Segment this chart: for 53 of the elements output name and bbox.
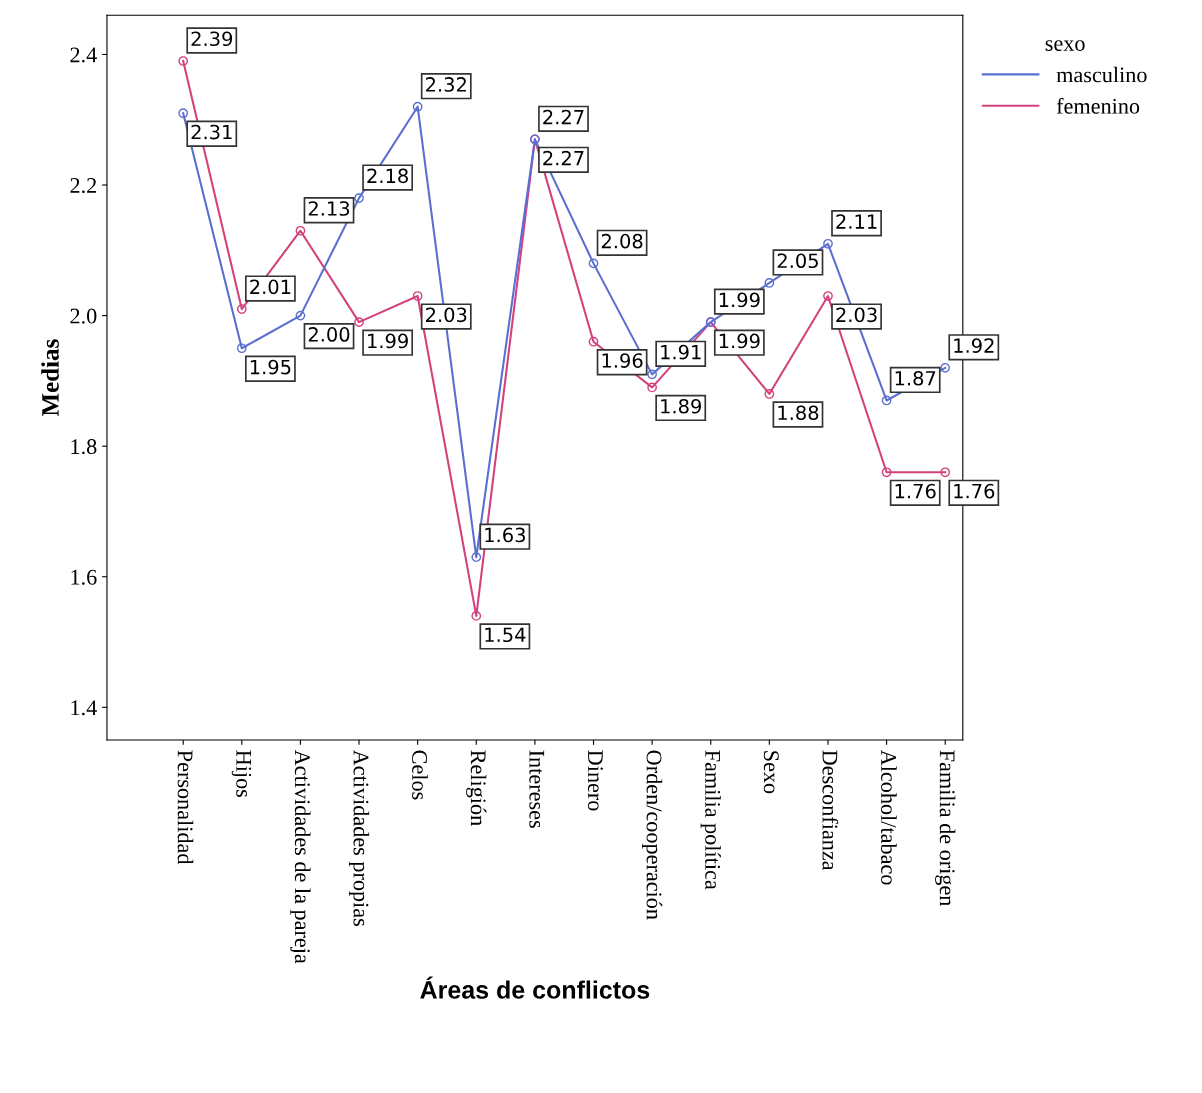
data-label: 1.76 [954, 483, 995, 499]
y-tick-label: 1.8 [71, 439, 97, 455]
x-tick-label: Sexo [763, 751, 779, 794]
data-label: 2.00 [308, 327, 350, 342]
y-tick-label: 2.4 [70, 47, 97, 63]
legend-label: masculino [1056, 66, 1147, 83]
data-label: 2.31 [191, 124, 232, 140]
data-label: 1.99 [719, 333, 760, 349]
x-tick-label: Dinero [587, 750, 603, 811]
y-tick-label: 2.2 [70, 178, 97, 194]
data-label: 2.03 [426, 307, 467, 323]
y-tick-label: 1.6 [71, 569, 97, 585]
data-label: 1.92 [954, 338, 994, 353]
data-label: 2.18 [367, 168, 408, 184]
data-label: 1.96 [602, 353, 643, 368]
x-tick-label: Intereses [529, 750, 545, 828]
data-label: 2.27 [543, 150, 584, 166]
data-label: 1.54 [485, 627, 526, 643]
data-label: 1.89 [661, 398, 701, 414]
data-label: 1.63 [485, 527, 525, 543]
data-label: 1.87 [895, 370, 936, 386]
data-label: 2.08 [601, 233, 643, 249]
x-tick-label: Alcohol/tabaco [881, 749, 897, 885]
x-tick-label: Familia de origen [935, 750, 956, 907]
data-label: 2.05 [777, 253, 818, 269]
x-tick-label: Religión [466, 750, 487, 826]
x-tick-label: Familia política [700, 750, 721, 890]
y-tick-label: 1.4 [71, 700, 97, 716]
x-axis-title: Áreas de conflictos [420, 976, 650, 999]
data-label: 1.95 [250, 359, 291, 375]
x-tick-label: Celos [412, 750, 428, 800]
data-label: 2.01 [250, 279, 291, 295]
x-tick-label: Actividades propias [348, 749, 370, 926]
data-label: 1.99 [368, 333, 408, 349]
y-axis-title: Medias [41, 339, 59, 417]
x-tick-label: Personalidad [177, 750, 194, 865]
x-tick-label: Hijos [231, 750, 252, 798]
data-label: 2.13 [308, 201, 350, 216]
legend-title: sexo [1045, 40, 1085, 51]
data-label: 2.32 [426, 77, 466, 92]
x-tick-label: Orden/cooperación [642, 750, 663, 920]
y-tick-label: 2.0 [70, 308, 97, 324]
data-label: 2.11 [836, 214, 877, 229]
data-label: 1.76 [895, 483, 936, 499]
data-label: 2.27 [543, 109, 584, 125]
data-label: 2.03 [836, 307, 877, 323]
data-label: 1.91 [661, 344, 701, 360]
x-tick-label: Desconfianza [822, 750, 839, 871]
data-label: 1.88 [778, 405, 819, 421]
data-label: 2.39 [191, 31, 233, 47]
legend-label: femenino [1056, 97, 1140, 114]
x-tick-label: Actividades de la pareja [290, 749, 311, 964]
data-label: 1.99 [719, 292, 760, 308]
